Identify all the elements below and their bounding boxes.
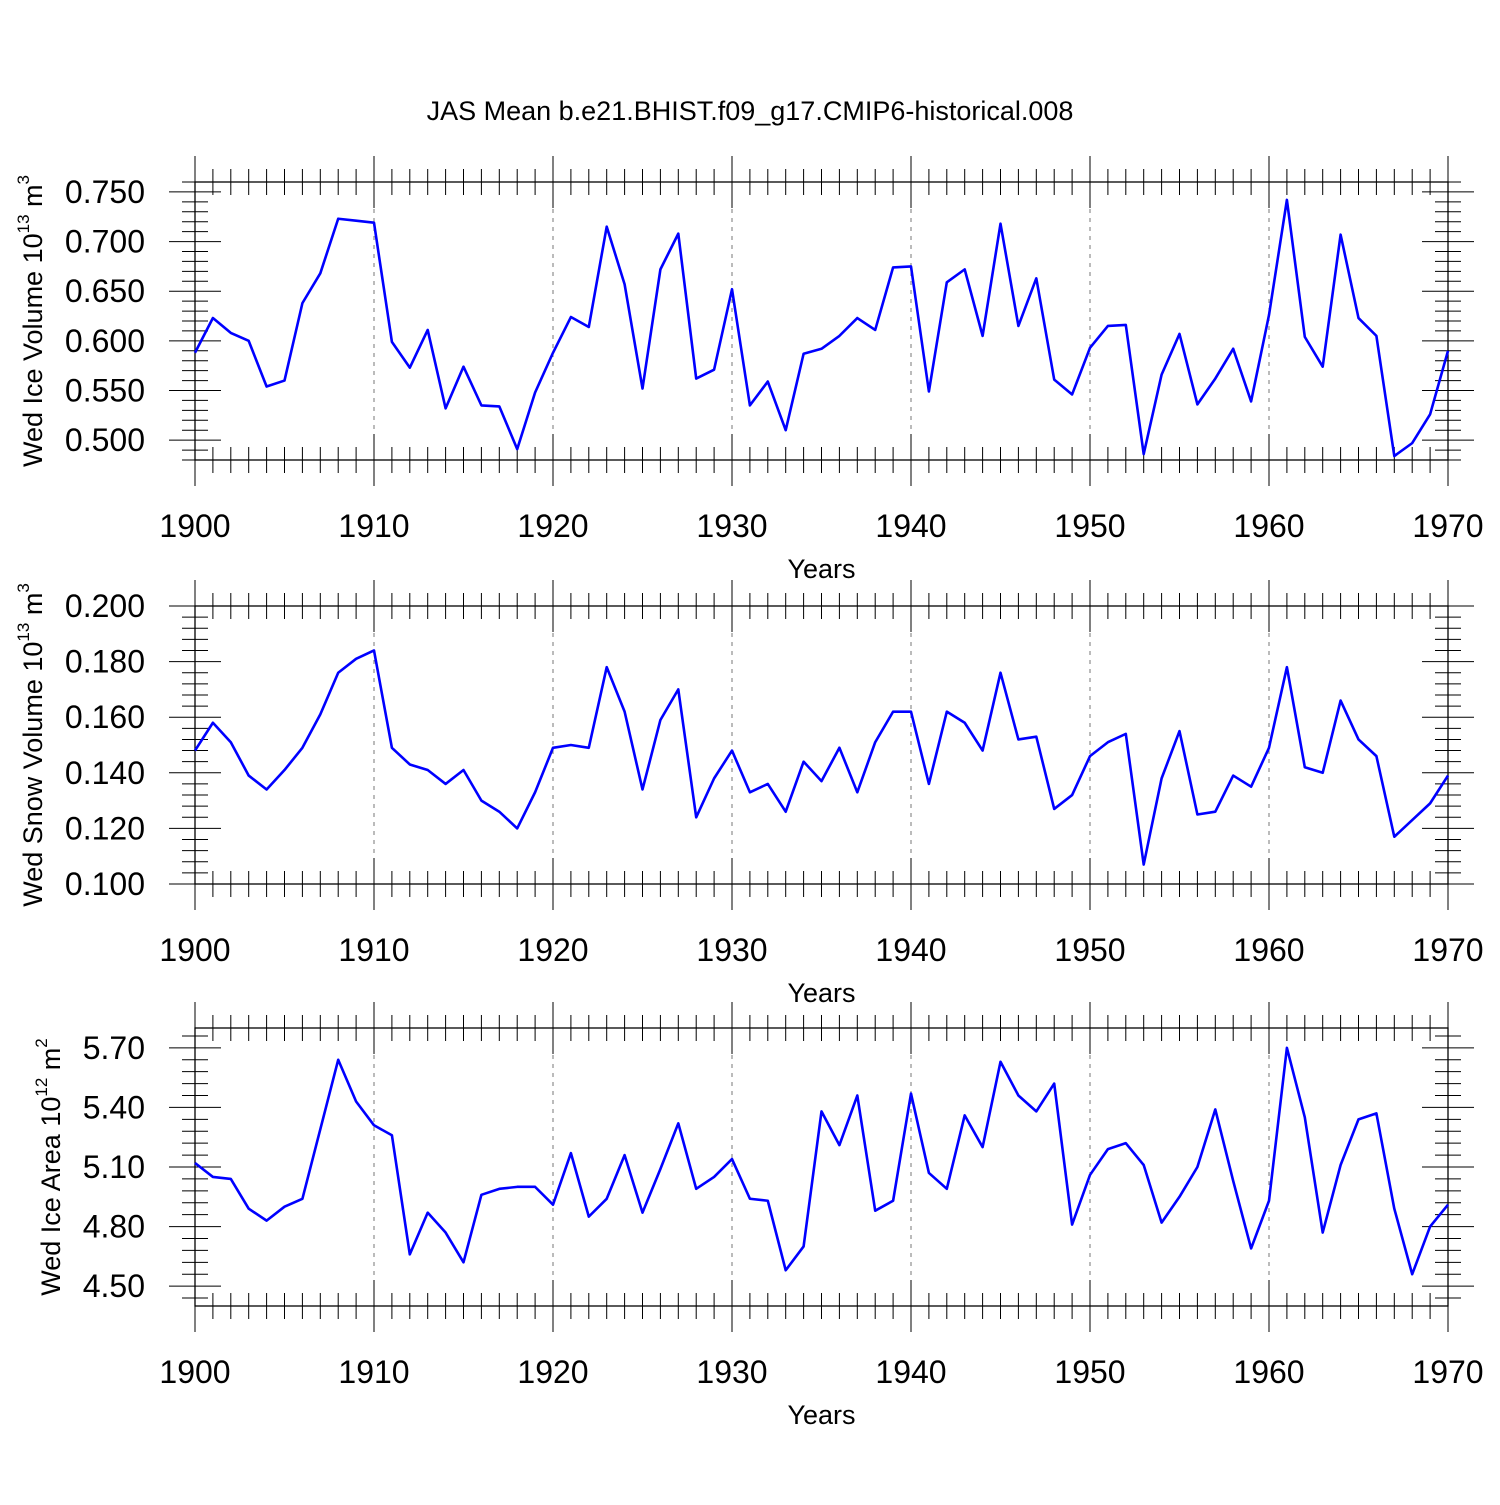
y-tick-label: 0.200 (65, 588, 145, 624)
y-tick-label: 0.550 (65, 373, 145, 409)
panels: 1900 1910 1920 1930 1940 1950 1960 1970 0.500 0.5… (14, 156, 1484, 1430)
x-tick-label: 1940 (875, 1354, 946, 1390)
x-tick-label: 1920 (517, 508, 588, 544)
x-tick-label: 1900 (159, 932, 230, 968)
x-axis-label: Years (787, 978, 855, 1008)
x-tick-label: 1950 (1054, 1354, 1125, 1390)
x-tick-label: 1920 (517, 932, 588, 968)
x-tick-label: 1960 (1233, 508, 1304, 544)
plot-frame (194, 1027, 1449, 1307)
y-axis-label-part: m (36, 1048, 66, 1071)
y-axis-label-space (18, 672, 48, 680)
y-axis-label-part: Wed Snow Volume (18, 679, 48, 907)
x-tick-label: 1910 (338, 508, 409, 544)
plot-frame (194, 181, 1449, 461)
y-tick-label: 0.100 (65, 866, 145, 902)
y-tick-label: 0.160 (65, 699, 145, 735)
y-tick-label: 0.140 (65, 755, 145, 791)
y-axis-label-superscript: 3 (14, 175, 33, 184)
y-axis-label: Wed Ice Area 1012​ m2​ (32, 1038, 66, 1296)
y-tick-label: 4.50 (83, 1268, 145, 1304)
x-tick-label: 1910 (338, 932, 409, 968)
y-axis-label-space (18, 615, 48, 623)
x-tick-label: 1950 (1054, 932, 1125, 968)
y-tick-label: 4.80 (83, 1209, 145, 1245)
y-axis-label-superscript: 13 (14, 623, 33, 642)
panel-1: 1900 1910 1920 1930 1940 1950 1960 1970 0.500 0.5… (14, 156, 1484, 584)
x-axis-label: Years (787, 554, 855, 584)
y-axis-label-superscript: 3 (14, 583, 33, 592)
y-axis-label-space (18, 263, 48, 271)
x-tick-label: 1960 (1233, 1354, 1304, 1390)
y-tick-label: 0.500 (65, 422, 145, 458)
x-tick-label: 1970 (1412, 932, 1483, 968)
x-tick-label: 1900 (159, 508, 230, 544)
y-axis-label-space (18, 207, 48, 215)
y-tick-label: 0.650 (65, 273, 145, 309)
panel-3: 1900 1910 1920 1930 1940 1950 1960 1970 4.50 4.80… (32, 1002, 1484, 1430)
y-tick-label: 0.600 (65, 323, 145, 359)
x-tick-label: 1930 (696, 1354, 767, 1390)
y-axis-label-superscript: 12 (32, 1078, 51, 1097)
y-axis-label-superscript: 13 (14, 214, 33, 233)
chart-title: JAS Mean b.e21.BHIST.f09_g17.CMIP6-histo… (427, 96, 1074, 126)
y-axis-label-space (36, 1127, 66, 1135)
y-tick-label: 0.700 (65, 224, 145, 260)
y-axis-label-part: 10 (36, 1097, 66, 1127)
y-axis-label: Wed Snow Volume 1013​ m3​ (14, 583, 48, 907)
y-tick-label: 5.40 (83, 1089, 145, 1125)
y-axis-label-superscript: 2 (32, 1038, 51, 1047)
x-tick-label: 1930 (696, 932, 767, 968)
series-line-wed-ice-area (194, 1046, 1450, 1276)
y-tick-label: 0.180 (65, 644, 145, 680)
y-tick-label: 0.120 (65, 810, 145, 846)
series-line-wed-ice-volume (193, 198, 1450, 458)
y-axis-label-space (36, 1070, 66, 1078)
x-tick-label: 1910 (338, 1354, 409, 1390)
y-axis-label-part: 10 (18, 233, 48, 263)
y-axis-label-part: 10 (18, 642, 48, 672)
y-axis-label-part: Wed Ice Area (36, 1133, 66, 1296)
x-tick-label: 1920 (517, 1354, 588, 1390)
x-tick-label: 1950 (1054, 508, 1125, 544)
plot-frame (194, 605, 1449, 885)
y-axis-label: Wed Ice Volume 1013​ m3​ (14, 175, 48, 467)
y-axis-label-part: Wed Ice Volume (18, 271, 48, 467)
x-axis-label: Years (787, 1400, 855, 1430)
panel-2: 1900 1910 1920 1930 1940 1950 1960 1970 0.100 0.1… (14, 580, 1484, 1008)
y-tick-label: 5.70 (83, 1030, 145, 1066)
x-tick-label: 1900 (159, 1354, 230, 1390)
x-tick-label: 1970 (1412, 508, 1483, 544)
y-tick-label: 5.10 (83, 1149, 145, 1185)
x-tick-label: 1940 (875, 508, 946, 544)
x-tick-label: 1960 (1233, 932, 1304, 968)
y-axis-label-part: m (18, 593, 48, 616)
series-line-wed-snow-volume (193, 649, 1450, 866)
x-tick-label: 1970 (1412, 1354, 1483, 1390)
y-axis-label-part: m (18, 184, 48, 207)
x-tick-label: 1940 (875, 932, 946, 968)
x-tick-label: 1930 (696, 508, 767, 544)
y-tick-label: 0.750 (65, 174, 145, 210)
